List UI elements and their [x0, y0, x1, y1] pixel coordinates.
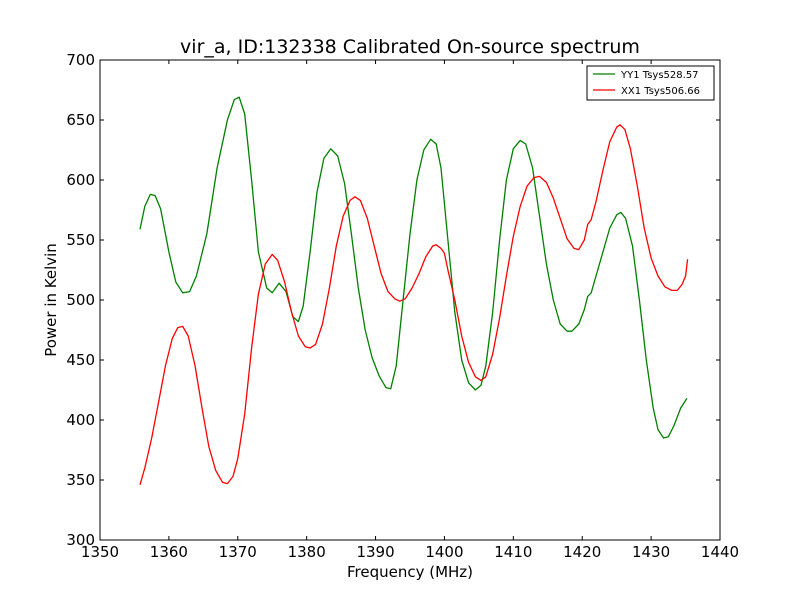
y-tick-label: 500: [66, 291, 95, 309]
legend-box: [586, 65, 715, 101]
series-line-yy1: [139, 96, 688, 439]
y-tick-label: 600: [66, 171, 95, 189]
legend-label-xx1: XX1 Tsys506.66: [621, 86, 700, 97]
y-tick-label: 550: [66, 231, 95, 249]
y-axis-label: Power in Kelvin: [42, 243, 60, 357]
y-tick-label: 300: [66, 531, 95, 549]
chart-title: vir_a, ID:132338 Calibrated On-source sp…: [180, 36, 640, 58]
ticks-layer: 1350 1360 1370 1380 1390 1400 1410 1420 1430 1440…: [66, 51, 739, 561]
x-tick-label: 1370: [219, 543, 257, 561]
x-tick-label: 1410: [494, 543, 532, 561]
x-tick-label: 1350: [81, 543, 119, 561]
y-tick-label: 700: [66, 51, 95, 69]
y-tick-label: 400: [66, 411, 95, 429]
legend-label-yy1: YY1 Tsys528.57: [620, 70, 699, 81]
y-tick-label: 650: [66, 111, 95, 129]
x-axis-label: Frequency (MHz): [347, 563, 473, 581]
legend: YY1 Tsys528.57 XX1 Tsys506.66: [586, 65, 715, 101]
x-tick-label: 1420: [563, 543, 601, 561]
x-tick-label: 1400: [425, 543, 463, 561]
x-tick-label: 1440: [701, 543, 739, 561]
x-tick-label: 1430: [632, 543, 670, 561]
y-tick-label: 350: [66, 471, 95, 489]
y-tick-label: 450: [66, 351, 95, 369]
series-line-xx1: [139, 124, 689, 485]
series-layer: [139, 96, 689, 485]
x-tick-label: 1360: [150, 543, 188, 561]
x-tick-label: 1390: [356, 543, 394, 561]
x-tick-label: 1380: [288, 543, 326, 561]
